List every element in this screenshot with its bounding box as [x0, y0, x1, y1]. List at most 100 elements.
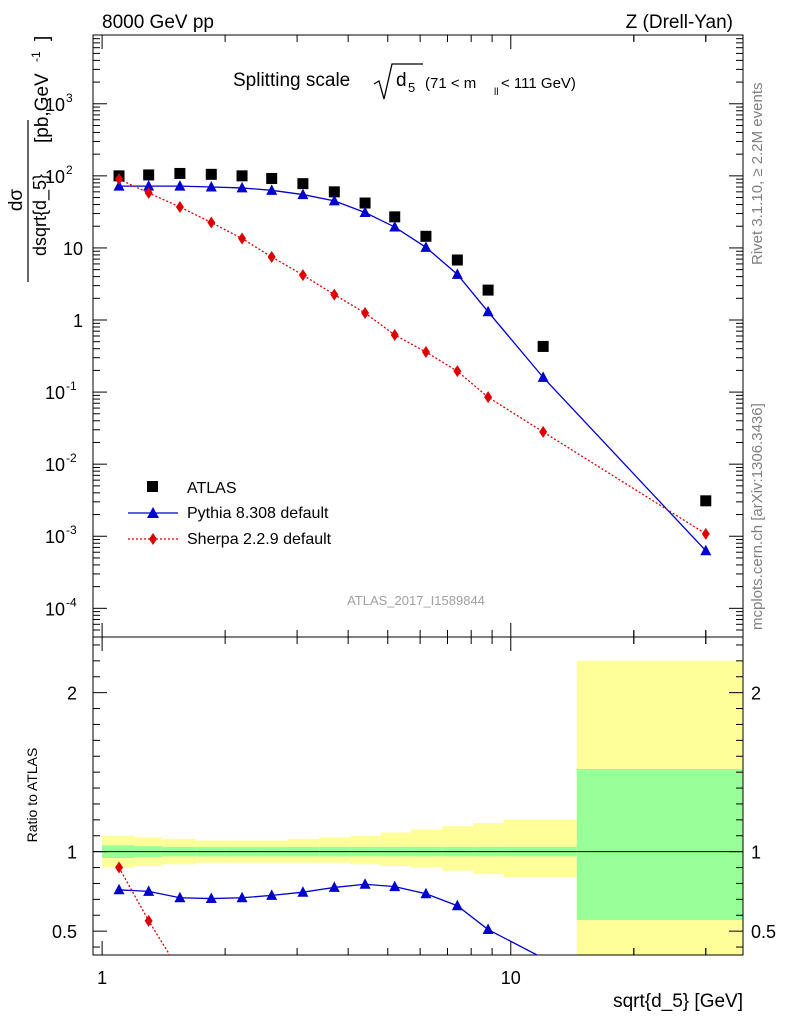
rivet-note: Rivet 3.1.10, ≥ 2.2M events — [749, 83, 766, 266]
legend-pythia-label: Pythia 8.308 default — [187, 505, 329, 522]
y-tick-label: 10 — [45, 383, 65, 403]
sherpa-point — [701, 527, 710, 540]
pythia-point — [174, 180, 186, 191]
x-axis-label: sqrt{d_5} [GeV] — [613, 991, 743, 1012]
legend-sherpa-label: Sherpa 2.2.9 default — [187, 531, 332, 548]
atlas-point — [328, 186, 340, 198]
y-tick-label-exp: -2 — [66, 451, 77, 465]
pythia-ratio-point — [297, 886, 309, 897]
legend-sherpa-marker — [149, 533, 157, 545]
x-tick-label: 1 — [97, 968, 107, 988]
pythia-ratio-point — [113, 883, 125, 895]
y-label-num: dσ — [6, 189, 27, 212]
y-tick-label-exp: -4 — [66, 595, 77, 609]
plot-title-msub: ll — [494, 87, 498, 98]
sherpa-point — [421, 345, 430, 358]
ratio-y-label: Ratio to ATLAS — [24, 748, 40, 843]
atlas-point — [236, 170, 248, 182]
plot-title: Splitting scale d 5 (71 < m ll < 111 GeV… — [233, 63, 576, 100]
pythia-point — [537, 371, 549, 382]
y-label-units-end: ] — [32, 36, 53, 41]
ratio-y-tick-label-right: 0.5 — [751, 922, 776, 942]
pythia-ratio-point — [420, 887, 432, 899]
y-label-units-sup: -1 — [29, 51, 43, 62]
atlas-point — [537, 340, 549, 352]
sherpa-point — [267, 250, 276, 263]
y-axis-label: dσ dsqrt{d_5} [pb,GeV -1 ] — [6, 36, 53, 282]
y-tick-label-exp: 2 — [66, 163, 73, 177]
y-tick-label-exp: -1 — [66, 379, 77, 393]
sherpa-point — [238, 232, 247, 245]
pythia-point — [236, 181, 248, 193]
pythia-point — [266, 184, 278, 195]
atlas-point — [700, 495, 712, 507]
sherpa-ratio-curve — [118, 867, 171, 955]
plot-title-sub: (71 < m — [425, 75, 476, 92]
y-tick-label: 10 — [45, 95, 65, 115]
y-tick-label: 10 — [45, 455, 65, 475]
legend: ATLAS Pythia 8.308 default Sherpa 2.2.9 … — [128, 480, 332, 548]
sherpa-point — [298, 269, 307, 282]
atlas-point — [205, 168, 217, 180]
ratio-plot-data — [113, 861, 539, 955]
pythia-ratio-point — [266, 889, 278, 900]
ratio-y-tick-label-right: 1 — [751, 843, 761, 863]
sherpa-point — [175, 200, 184, 213]
pythia-ratio-point — [389, 880, 401, 892]
pythia-ratio-point — [359, 878, 371, 889]
pythia-point — [700, 544, 712, 556]
ratio-plot-axes: 1 10 0.5 0.5 1 1 2 2 — [52, 636, 776, 988]
sherpa-point — [484, 391, 493, 404]
ratio-uncertainty-bands — [102, 660, 743, 955]
y-tick-label: 10 — [45, 599, 65, 619]
legend-atlas-marker — [147, 481, 158, 492]
legend-atlas-label: ATLAS — [187, 480, 237, 497]
analysis-watermark: ATLAS_2017_I1589844 — [347, 593, 485, 608]
pythia-point — [389, 221, 401, 232]
sherpa-point — [330, 288, 339, 301]
ratio-plot-frame — [92, 636, 744, 956]
atlas-point — [359, 197, 371, 209]
y-tick-label: 10 — [45, 527, 65, 547]
atlas-point — [266, 172, 278, 184]
pythia-point — [297, 188, 309, 200]
green-band-bin — [576, 768, 743, 921]
pythia-point — [205, 181, 217, 192]
atlas-point — [482, 284, 494, 296]
header-right: Z (Drell-Yan) — [626, 12, 733, 33]
y-tick-label-exp: -3 — [66, 523, 77, 537]
ratio-y-tick-label-left: 1 — [67, 843, 77, 863]
pythia-point — [482, 305, 494, 317]
sqrt-symbol — [373, 63, 423, 100]
pythia-ratio-point — [205, 892, 217, 904]
y-tick-label: 10 — [63, 239, 83, 259]
y-tick-label: 1 — [73, 311, 83, 331]
pythia-ratio-point — [236, 891, 248, 903]
plot-title-sub2: < 111 GeV) — [501, 75, 576, 92]
pythia-ratio-point — [174, 891, 186, 903]
atlas-point — [451, 254, 463, 266]
y-label-units: [pb,GeV — [32, 73, 53, 143]
pythia-ratio-point — [143, 885, 155, 896]
atlas-point — [420, 230, 432, 242]
pythia-ratio-point — [328, 881, 340, 892]
legend-pythia-marker — [147, 507, 159, 518]
sherpa-point — [207, 216, 216, 229]
sherpa-point — [390, 328, 399, 341]
sherpa-ratio-point — [144, 914, 153, 927]
pythia-point — [420, 241, 432, 252]
pythia-point — [113, 180, 125, 191]
atlas-point — [297, 178, 309, 190]
atlas-point — [174, 167, 186, 179]
pythia-ratio-point — [482, 923, 494, 935]
sherpa-point — [361, 307, 370, 320]
plot-title-main: Splitting scale — [233, 70, 350, 91]
pythia-ratio-point — [451, 899, 463, 911]
sherpa-point — [115, 173, 124, 186]
pythia-point — [328, 194, 340, 206]
ratio-y-tick-label-left: 0.5 — [52, 922, 77, 942]
sherpa-point — [453, 365, 462, 378]
ratio-y-tick-label-right: 2 — [751, 684, 761, 704]
pythia-point — [143, 180, 155, 191]
